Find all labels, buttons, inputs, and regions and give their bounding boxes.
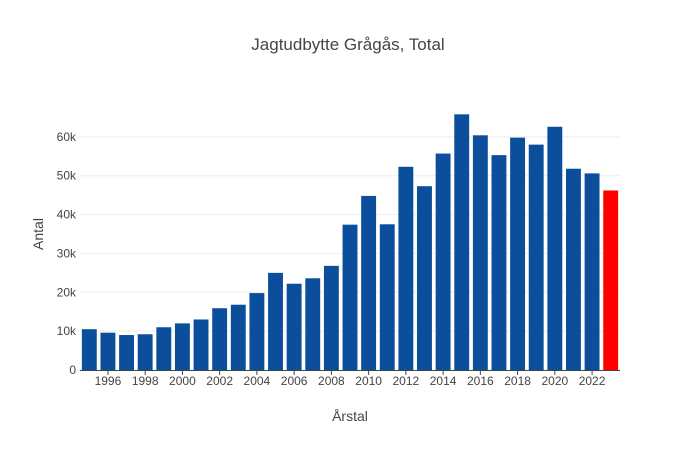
bar-2017 <box>491 155 507 370</box>
x-tick-label: 2008 <box>318 374 345 388</box>
y-axis-title: Antal <box>30 218 46 250</box>
bar-2004 <box>249 293 265 370</box>
bar-2007 <box>305 278 321 370</box>
bar-2000 <box>174 323 190 370</box>
bar-2009 <box>342 224 358 370</box>
y-tick-label: 10k <box>57 324 77 338</box>
bar-2021 <box>566 168 581 370</box>
chart-title: Jagtudbytte Grågås, Total <box>251 35 444 54</box>
bar-2010 <box>361 195 377 370</box>
x-tick-label: 2002 <box>206 374 233 388</box>
bar-2015 <box>454 114 470 370</box>
bar-2020 <box>547 126 563 370</box>
x-tick-label: 2018 <box>504 374 531 388</box>
x-tick-label: 2022 <box>579 374 606 388</box>
y-tick-label: 30k <box>57 246 77 260</box>
x-tick-label: 2012 <box>393 374 420 388</box>
y-tick-label: 50k <box>57 169 77 183</box>
y-tick-label: 40k <box>57 208 77 222</box>
x-axis-ticks: 1996 1998 2000 2002 2004 2006 2008 2010 2012 2014… <box>95 370 606 388</box>
bar-2022 <box>584 173 600 370</box>
bar-2001 <box>193 319 209 370</box>
bar-2023 <box>603 190 619 370</box>
bar-2006 <box>286 283 302 370</box>
bar-1995 <box>81 329 97 370</box>
bar-2016 <box>472 135 488 370</box>
bar-2014 <box>435 153 451 370</box>
x-tick-label: 2004 <box>244 374 271 388</box>
bar-1997 <box>119 335 134 370</box>
x-tick-label: 1998 <box>132 374 159 388</box>
y-tick-label: 20k <box>57 285 77 299</box>
bar-2018 <box>510 137 526 370</box>
y-tick-label: 60k <box>57 130 77 144</box>
x-tick-label: 2010 <box>355 374 382 388</box>
bar-1996 <box>100 332 116 370</box>
x-tick-label: 2020 <box>541 374 568 388</box>
bar-2002 <box>212 308 228 370</box>
bar-2005 <box>268 272 283 370</box>
bars <box>81 114 619 370</box>
bar-2012 <box>398 166 414 370</box>
bar-2013 <box>417 186 432 370</box>
x-axis-title: Årstal <box>332 408 368 424</box>
y-tick-label: 0 <box>69 363 76 377</box>
bar-1998 <box>137 334 153 370</box>
y-axis-ticks: 0 10k 20k 30k 40k 50k 60k <box>57 130 77 377</box>
bar-2008 <box>323 265 339 370</box>
x-tick-label: 2000 <box>169 374 196 388</box>
bar-2003 <box>230 304 246 370</box>
bar-2011 <box>379 224 395 370</box>
x-tick-label: 1996 <box>95 374 122 388</box>
x-tick-label: 2006 <box>281 374 308 388</box>
bar-1999 <box>156 327 172 370</box>
x-tick-label: 2016 <box>467 374 494 388</box>
x-tick-label: 2014 <box>430 374 457 388</box>
bar-2019 <box>528 144 544 370</box>
